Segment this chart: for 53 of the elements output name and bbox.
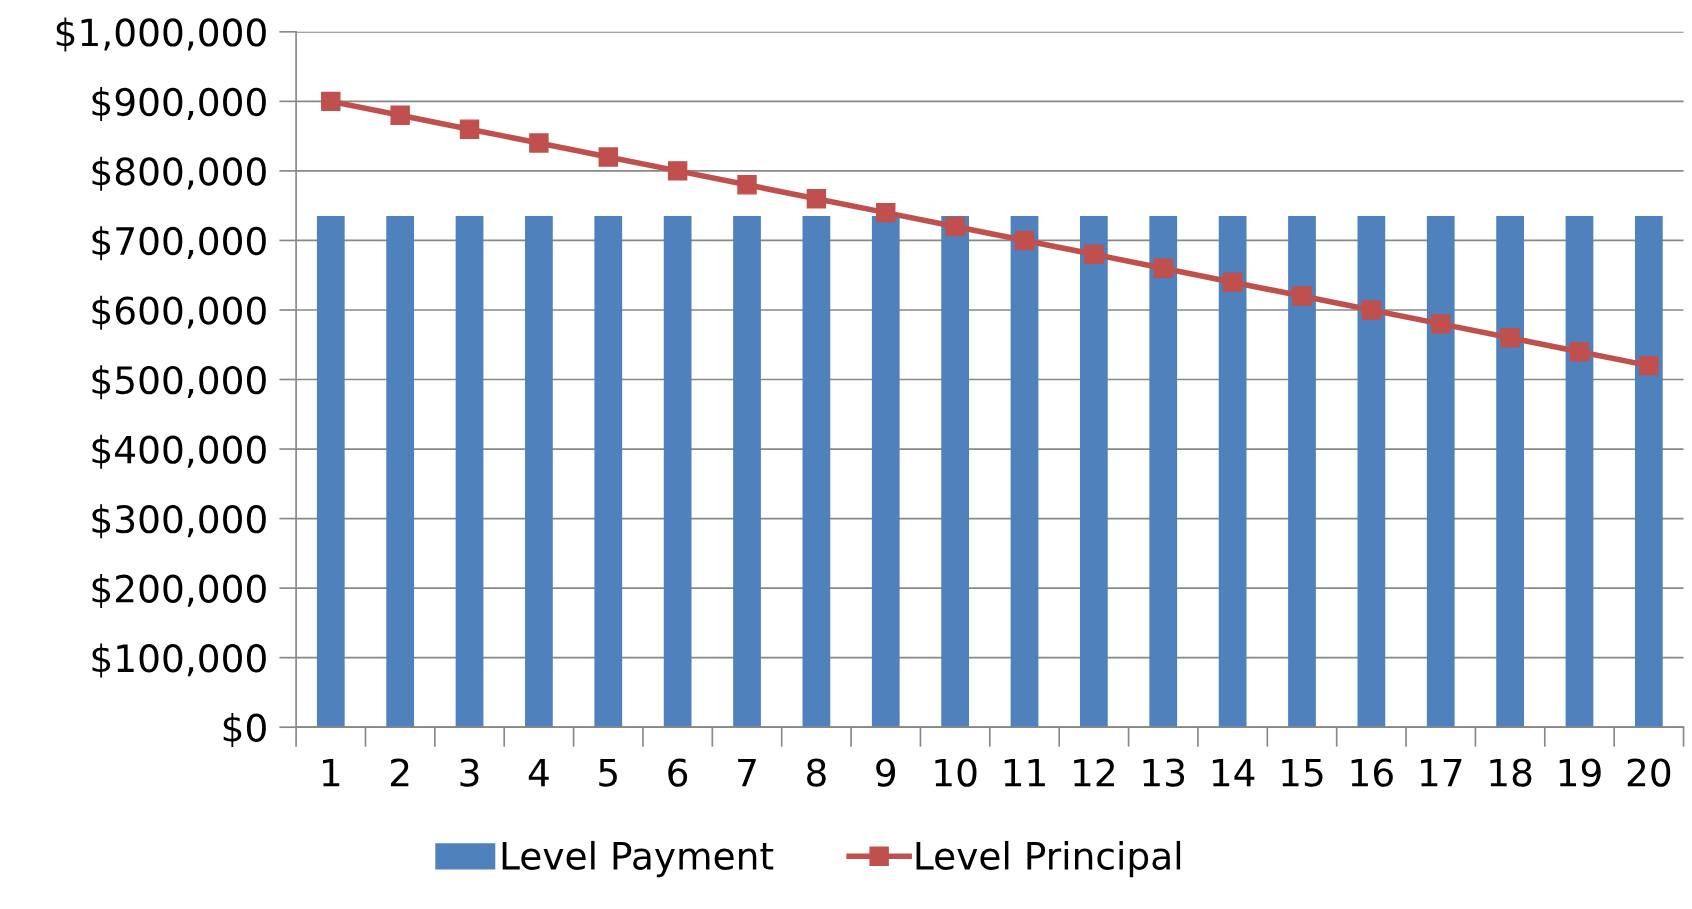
point bbox=[667, 161, 688, 181]
y-tick-label: $100,000 bbox=[92, 643, 266, 678]
y-tick-label: $800,000 bbox=[92, 156, 266, 191]
y-tick-label: $500,000 bbox=[92, 365, 266, 400]
y-tick-label: $0 bbox=[223, 712, 266, 747]
x-tick-label: 7 bbox=[738, 758, 756, 787]
point bbox=[1431, 314, 1451, 334]
point bbox=[390, 105, 410, 125]
x-tick-label: 17 bbox=[1421, 758, 1462, 787]
point bbox=[598, 147, 618, 167]
point bbox=[1569, 341, 1590, 362]
y-tick-label: $1,000,000 bbox=[56, 17, 266, 52]
point bbox=[1084, 244, 1104, 265]
x-tick-label: 5 bbox=[599, 758, 617, 787]
x-tick-label: 19 bbox=[1559, 758, 1601, 787]
x-tick-label: 3 bbox=[460, 758, 479, 787]
y-tick-label: $300,000 bbox=[92, 504, 266, 539]
x-tick-label: 8 bbox=[807, 758, 826, 787]
x-tick-label: 13 bbox=[1143, 758, 1185, 787]
point bbox=[529, 133, 549, 153]
y-tick-label: $200,000 bbox=[92, 573, 266, 608]
point bbox=[1014, 230, 1035, 251]
y-tick-label: $400,000 bbox=[92, 434, 266, 469]
x-tick-label: 14 bbox=[1212, 758, 1255, 787]
x-tick-label: 10 bbox=[935, 758, 977, 787]
x-tick-label: 18 bbox=[1490, 758, 1532, 787]
x-tick-label: 4 bbox=[528, 758, 549, 787]
x-tick-label: 2 bbox=[390, 758, 409, 787]
point bbox=[1153, 258, 1173, 278]
x-tick-label: 6 bbox=[668, 758, 688, 787]
y-tick-label: $600,000 bbox=[92, 295, 266, 330]
point bbox=[806, 188, 827, 209]
point bbox=[737, 175, 757, 195]
point bbox=[1639, 355, 1659, 376]
y-tick-label: $900,000 bbox=[92, 87, 266, 122]
x-tick-label: 20 bbox=[1627, 758, 1671, 787]
point bbox=[321, 91, 341, 112]
x-tick-label: 9 bbox=[876, 758, 896, 787]
point bbox=[1361, 300, 1382, 320]
x-tick-label: 16 bbox=[1351, 758, 1393, 787]
point bbox=[1500, 328, 1520, 348]
x-tick-label: 15 bbox=[1282, 758, 1323, 787]
x-tick-label: 12 bbox=[1074, 758, 1114, 787]
legend-label: Level Payment bbox=[502, 840, 774, 878]
x-tick-label: 11 bbox=[1004, 758, 1045, 787]
x-tick-label: 1 bbox=[322, 758, 340, 787]
legend-label: Level Principal bbox=[916, 840, 1181, 878]
point bbox=[945, 216, 965, 237]
y-tick-label: $700,000 bbox=[92, 226, 266, 261]
point bbox=[1292, 286, 1312, 306]
point bbox=[1222, 272, 1243, 292]
point bbox=[459, 119, 480, 139]
point bbox=[876, 202, 896, 223]
